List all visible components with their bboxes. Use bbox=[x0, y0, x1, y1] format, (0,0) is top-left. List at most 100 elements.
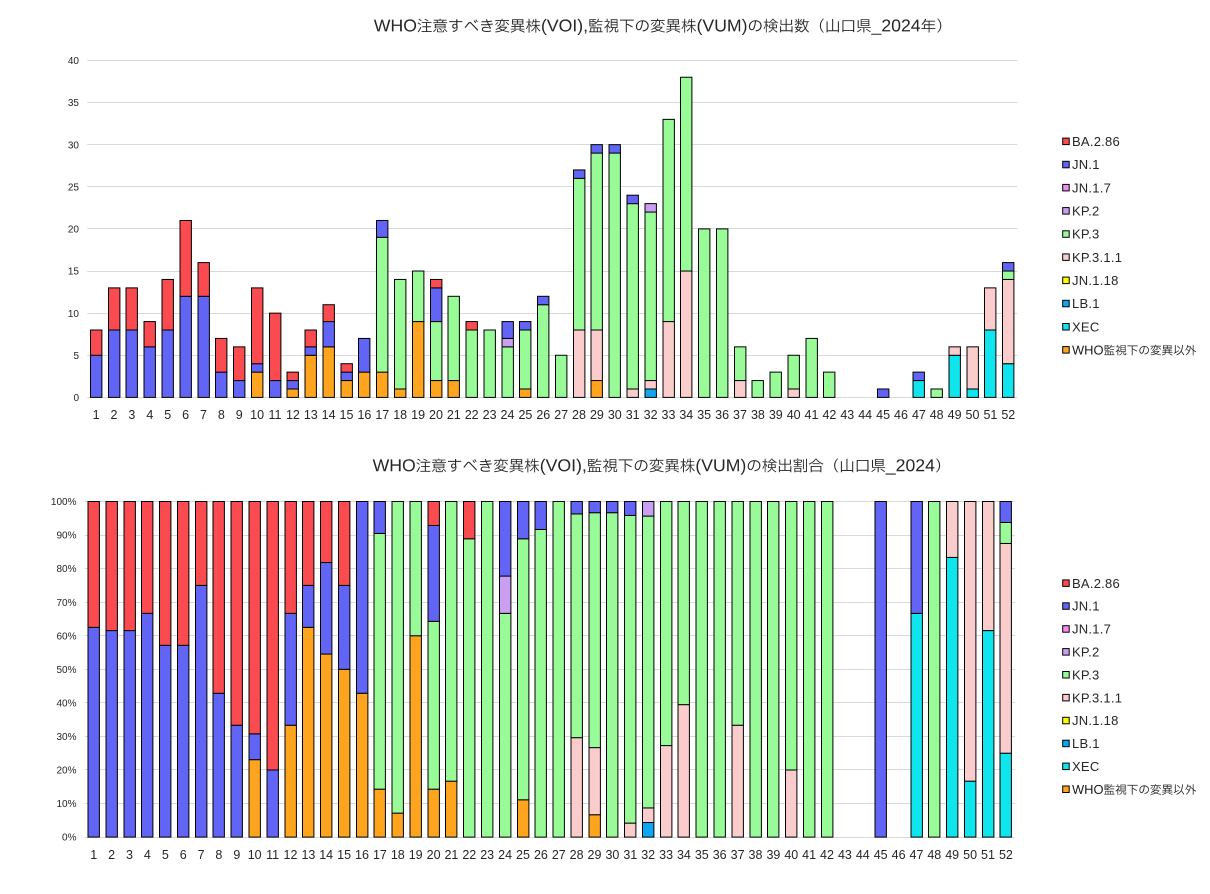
svg-text:KP.3: KP.3 bbox=[1072, 667, 1100, 682]
svg-text:30%: 30% bbox=[56, 732, 76, 743]
svg-text:37: 37 bbox=[731, 848, 745, 862]
svg-text:16: 16 bbox=[357, 408, 371, 422]
svg-text:33: 33 bbox=[662, 408, 676, 422]
svg-text:JN.1.7: JN.1.7 bbox=[1072, 180, 1111, 195]
svg-text:31: 31 bbox=[623, 848, 637, 862]
svg-text:51: 51 bbox=[983, 408, 997, 422]
svg-text:22: 22 bbox=[465, 408, 479, 422]
svg-text:BA.2.86: BA.2.86 bbox=[1072, 134, 1120, 149]
svg-text:KP.3: KP.3 bbox=[1072, 227, 1100, 242]
svg-text:52: 52 bbox=[1001, 408, 1015, 422]
svg-text:47: 47 bbox=[910, 848, 924, 862]
svg-text:30: 30 bbox=[608, 408, 622, 422]
svg-text:20: 20 bbox=[427, 848, 441, 862]
svg-text:19: 19 bbox=[409, 848, 423, 862]
svg-text:JN.1.18: JN.1.18 bbox=[1072, 713, 1119, 728]
svg-text:30: 30 bbox=[605, 848, 619, 862]
svg-text:50%: 50% bbox=[56, 665, 76, 676]
svg-text:36: 36 bbox=[713, 848, 727, 862]
svg-text:24: 24 bbox=[498, 848, 512, 862]
svg-text:XEC: XEC bbox=[1072, 319, 1099, 334]
svg-text:39: 39 bbox=[769, 408, 783, 422]
svg-text:18: 18 bbox=[391, 848, 405, 862]
svg-text:1: 1 bbox=[90, 848, 97, 862]
svg-text:7: 7 bbox=[198, 848, 205, 862]
svg-text:41: 41 bbox=[802, 848, 816, 862]
svg-text:26: 26 bbox=[534, 848, 548, 862]
svg-text:10%: 10% bbox=[56, 799, 76, 810]
svg-text:42: 42 bbox=[822, 408, 836, 422]
svg-text:44: 44 bbox=[856, 848, 870, 862]
svg-text:48: 48 bbox=[930, 408, 944, 422]
svg-text:49: 49 bbox=[948, 408, 962, 422]
svg-text:9: 9 bbox=[236, 408, 243, 422]
svg-text:38: 38 bbox=[751, 408, 765, 422]
svg-text:5: 5 bbox=[164, 408, 171, 422]
svg-text:14: 14 bbox=[322, 408, 336, 422]
svg-text:0: 0 bbox=[73, 393, 79, 404]
svg-text:LB.1: LB.1 bbox=[1072, 736, 1100, 751]
svg-text:JN.1: JN.1 bbox=[1072, 599, 1100, 614]
svg-text:2: 2 bbox=[108, 848, 115, 862]
svg-text:8: 8 bbox=[215, 848, 222, 862]
svg-text:49: 49 bbox=[945, 848, 959, 862]
svg-text:4: 4 bbox=[146, 408, 153, 422]
svg-text:41: 41 bbox=[805, 408, 819, 422]
svg-text:20%: 20% bbox=[56, 766, 76, 777]
svg-text:14: 14 bbox=[319, 848, 333, 862]
svg-text:20: 20 bbox=[429, 408, 443, 422]
svg-text:15: 15 bbox=[340, 408, 354, 422]
svg-text:45: 45 bbox=[874, 848, 888, 862]
svg-text:9: 9 bbox=[233, 848, 240, 862]
svg-text:29: 29 bbox=[590, 408, 604, 422]
svg-text:29: 29 bbox=[588, 848, 602, 862]
svg-text:44: 44 bbox=[858, 408, 872, 422]
svg-text:27: 27 bbox=[554, 408, 568, 422]
svg-text:12: 12 bbox=[286, 408, 300, 422]
svg-text:48: 48 bbox=[927, 848, 941, 862]
svg-text:40: 40 bbox=[784, 848, 798, 862]
svg-text:KP.2: KP.2 bbox=[1072, 645, 1100, 660]
svg-text:46: 46 bbox=[894, 408, 908, 422]
svg-text:19: 19 bbox=[411, 408, 425, 422]
svg-text:39: 39 bbox=[766, 848, 780, 862]
svg-text:50: 50 bbox=[966, 408, 980, 422]
svg-text:4: 4 bbox=[144, 848, 151, 862]
svg-text:37: 37 bbox=[733, 408, 747, 422]
svg-text:28: 28 bbox=[570, 848, 584, 862]
svg-text:1: 1 bbox=[93, 408, 100, 422]
svg-text:22: 22 bbox=[462, 848, 476, 862]
svg-text:10: 10 bbox=[250, 408, 264, 422]
svg-text:35: 35 bbox=[68, 98, 80, 109]
svg-text:15: 15 bbox=[68, 267, 80, 278]
svg-text:28: 28 bbox=[572, 408, 586, 422]
svg-text:3: 3 bbox=[128, 408, 135, 422]
svg-text:40: 40 bbox=[787, 408, 801, 422]
svg-text:KP.2: KP.2 bbox=[1072, 204, 1100, 219]
svg-text:40: 40 bbox=[68, 56, 80, 67]
svg-text:32: 32 bbox=[644, 408, 658, 422]
svg-text:15: 15 bbox=[337, 848, 351, 862]
svg-text:3: 3 bbox=[126, 848, 133, 862]
svg-text:10: 10 bbox=[248, 848, 262, 862]
svg-text:25: 25 bbox=[516, 848, 530, 862]
svg-text:40%: 40% bbox=[56, 698, 76, 709]
svg-text:24: 24 bbox=[501, 408, 515, 422]
svg-text:25: 25 bbox=[518, 408, 532, 422]
svg-text:17: 17 bbox=[375, 408, 389, 422]
svg-text:23: 23 bbox=[483, 408, 497, 422]
svg-text:32: 32 bbox=[641, 848, 655, 862]
svg-text:6: 6 bbox=[180, 848, 187, 862]
svg-text:11: 11 bbox=[266, 848, 279, 862]
svg-text:7: 7 bbox=[200, 408, 207, 422]
svg-text:31: 31 bbox=[626, 408, 640, 422]
svg-text:90%: 90% bbox=[56, 531, 76, 542]
svg-text:6: 6 bbox=[182, 408, 189, 422]
svg-text:38: 38 bbox=[749, 848, 763, 862]
svg-text:50: 50 bbox=[963, 848, 977, 862]
svg-text:21: 21 bbox=[444, 848, 458, 862]
svg-text:30: 30 bbox=[68, 140, 80, 151]
svg-text:35: 35 bbox=[695, 848, 709, 862]
svg-text:JN.1: JN.1 bbox=[1072, 157, 1100, 172]
svg-text:KP.3.1.1: KP.3.1.1 bbox=[1072, 250, 1122, 265]
